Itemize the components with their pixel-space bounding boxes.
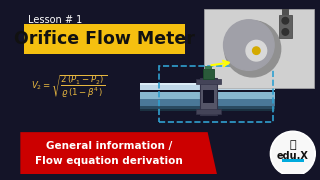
- Bar: [217, 109, 275, 111]
- Bar: [217, 106, 275, 111]
- Text: 💡: 💡: [290, 140, 296, 150]
- Circle shape: [270, 131, 315, 176]
- Circle shape: [282, 17, 289, 24]
- Bar: [217, 92, 275, 99]
- Text: $V_2 = \sqrt{\dfrac{2\,(P_1-P_2)}{\varrho\,(1-\beta^4)}}$: $V_2 = \sqrt{\dfrac{2\,(P_1-P_2)}{\varrh…: [31, 73, 107, 99]
- Bar: [140, 82, 201, 85]
- Circle shape: [225, 21, 281, 77]
- Polygon shape: [20, 132, 217, 174]
- Bar: [140, 109, 201, 111]
- Circle shape: [272, 133, 314, 174]
- Bar: [204, 10, 314, 88]
- Circle shape: [246, 40, 267, 61]
- Bar: [203, 69, 214, 79]
- Text: Orifice Flow Meter: Orifice Flow Meter: [14, 30, 195, 48]
- Circle shape: [224, 20, 274, 70]
- Text: edu.X: edu.X: [277, 150, 309, 161]
- Bar: [279, 15, 292, 38]
- Bar: [217, 85, 275, 89]
- Bar: [140, 92, 201, 99]
- Bar: [200, 78, 217, 115]
- Bar: [205, 66, 212, 69]
- Text: Lesson # 1: Lesson # 1: [28, 15, 82, 25]
- Bar: [196, 79, 221, 84]
- Text: General information /: General information /: [46, 141, 172, 151]
- Bar: [217, 82, 275, 85]
- Bar: [282, 10, 289, 15]
- Bar: [217, 96, 275, 106]
- Bar: [24, 24, 185, 54]
- Bar: [203, 90, 214, 103]
- Bar: [282, 159, 304, 162]
- Circle shape: [282, 29, 289, 35]
- Bar: [140, 96, 201, 106]
- Bar: [196, 109, 221, 114]
- Text: Flow equation derivation: Flow equation derivation: [36, 156, 183, 166]
- Bar: [140, 106, 201, 111]
- Bar: [140, 85, 201, 89]
- Bar: [159, 66, 273, 122]
- Circle shape: [252, 47, 260, 54]
